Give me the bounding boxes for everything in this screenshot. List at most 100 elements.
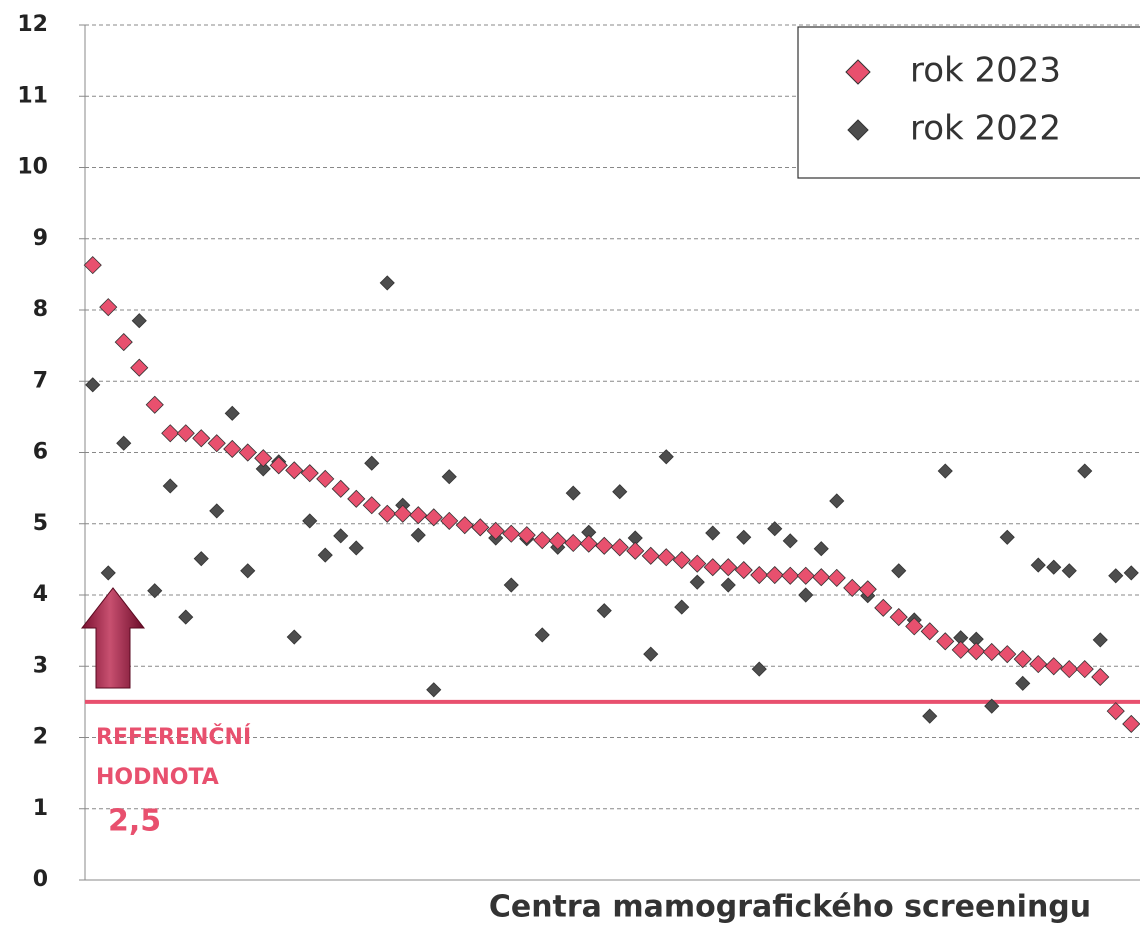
point bbox=[674, 599, 690, 615]
point bbox=[147, 583, 163, 599]
y-tick-label: 0 bbox=[33, 867, 48, 892]
point bbox=[100, 565, 116, 581]
point bbox=[984, 698, 1000, 714]
y-tick-label: 4 bbox=[33, 582, 48, 607]
point bbox=[1077, 463, 1093, 479]
point bbox=[736, 529, 752, 545]
point bbox=[891, 563, 907, 579]
point bbox=[176, 424, 195, 443]
point bbox=[1044, 657, 1063, 676]
point bbox=[486, 521, 505, 540]
legend-label: rok 2023 bbox=[910, 51, 1061, 91]
point bbox=[734, 560, 753, 580]
point bbox=[610, 538, 629, 557]
point bbox=[502, 524, 521, 543]
point bbox=[579, 534, 598, 553]
point bbox=[238, 443, 257, 462]
point bbox=[162, 478, 178, 494]
point bbox=[782, 533, 798, 549]
point bbox=[1092, 632, 1108, 648]
reference-label: 2,5 bbox=[108, 804, 161, 839]
point bbox=[595, 536, 614, 555]
point bbox=[643, 646, 659, 662]
point bbox=[286, 629, 302, 645]
point bbox=[812, 568, 831, 587]
point bbox=[999, 529, 1015, 545]
point bbox=[424, 508, 443, 527]
point bbox=[1015, 675, 1031, 691]
point bbox=[1061, 563, 1077, 579]
point bbox=[750, 565, 769, 585]
annotation: REFERENČNÍ bbox=[96, 724, 251, 750]
point bbox=[455, 516, 474, 535]
point bbox=[658, 449, 674, 465]
point bbox=[720, 577, 736, 593]
point bbox=[937, 463, 953, 479]
point bbox=[874, 598, 893, 617]
point bbox=[920, 622, 939, 641]
y-tick-label: 7 bbox=[33, 368, 48, 393]
point bbox=[471, 518, 490, 537]
point bbox=[657, 548, 676, 567]
point bbox=[626, 541, 645, 560]
legend-marker bbox=[847, 119, 869, 141]
point bbox=[316, 469, 335, 488]
point bbox=[116, 435, 132, 451]
point bbox=[131, 313, 147, 329]
point bbox=[409, 506, 428, 525]
point bbox=[889, 608, 908, 627]
point bbox=[178, 609, 194, 625]
point bbox=[347, 489, 366, 508]
point bbox=[612, 484, 628, 500]
point bbox=[564, 533, 583, 553]
point bbox=[333, 528, 349, 544]
arrow bbox=[80, 587, 146, 689]
point bbox=[672, 551, 691, 570]
y-tick-label: 12 bbox=[17, 12, 48, 37]
point bbox=[193, 551, 209, 567]
point bbox=[440, 511, 459, 530]
legend-label: rok 2022 bbox=[910, 109, 1061, 149]
point bbox=[843, 578, 862, 597]
point bbox=[503, 577, 519, 593]
point bbox=[161, 424, 180, 443]
point bbox=[1106, 702, 1125, 721]
point bbox=[254, 449, 273, 468]
point bbox=[922, 708, 938, 724]
point bbox=[223, 439, 242, 459]
point bbox=[751, 661, 767, 677]
point bbox=[1029, 655, 1048, 674]
y-tick-label: 2 bbox=[33, 725, 48, 750]
point bbox=[85, 377, 101, 393]
point bbox=[1060, 660, 1079, 679]
point bbox=[596, 603, 612, 619]
point bbox=[426, 682, 442, 698]
point bbox=[951, 640, 970, 659]
point bbox=[1123, 565, 1139, 581]
point bbox=[905, 617, 924, 636]
point bbox=[1122, 714, 1140, 734]
point bbox=[145, 395, 164, 414]
point bbox=[967, 642, 986, 661]
point bbox=[781, 566, 800, 585]
point bbox=[517, 526, 536, 545]
point bbox=[224, 405, 240, 421]
point bbox=[331, 479, 350, 498]
y-tick-label: 6 bbox=[33, 440, 48, 465]
point bbox=[364, 455, 380, 471]
point bbox=[207, 434, 226, 453]
point bbox=[719, 558, 738, 577]
point bbox=[348, 540, 364, 556]
point bbox=[285, 461, 304, 480]
y-tick-label: 11 bbox=[17, 83, 48, 108]
point bbox=[1046, 559, 1062, 575]
point bbox=[689, 574, 705, 590]
point bbox=[1091, 667, 1110, 687]
point bbox=[767, 521, 783, 537]
point bbox=[317, 547, 333, 563]
point bbox=[302, 513, 318, 529]
point bbox=[441, 469, 457, 485]
y-tick-label: 1 bbox=[33, 796, 48, 821]
point bbox=[548, 531, 567, 550]
